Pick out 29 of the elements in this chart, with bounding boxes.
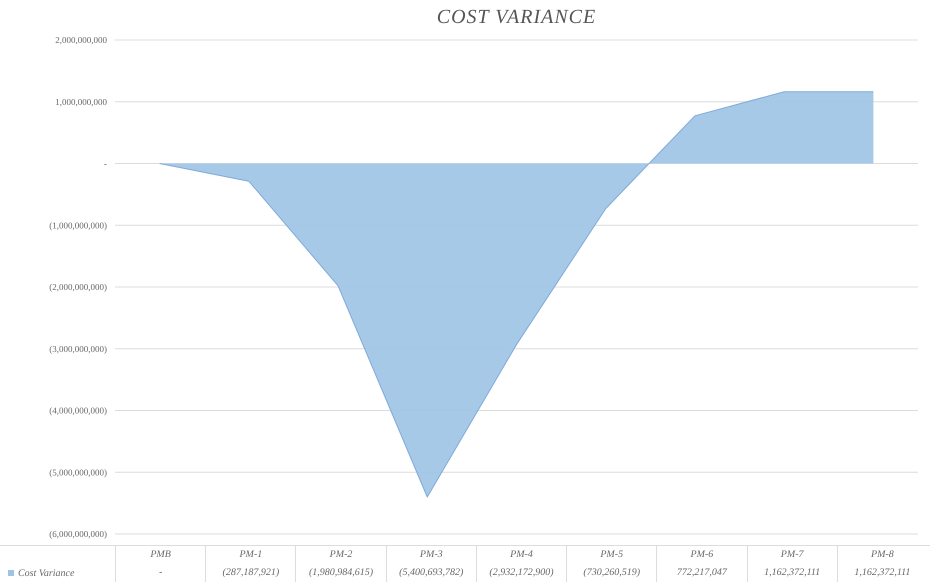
x-tick-label: PM-2 [295,546,386,564]
x-tick-label: PM-8 [836,546,927,564]
chart-title: COST VARIANCE [436,6,598,29]
y-tick-label: 1,000,000,000 [55,96,108,107]
x-tick-label: PM-5 [566,546,656,564]
data-label: - [115,564,206,582]
legend-label: Cost Variance [18,568,74,578]
y-tick-label: (6,000,000,000) [49,529,107,540]
y-tick-label: (1,000,000,000) [49,220,107,230]
y-tick-label: (3,000,000,000) [49,344,107,354]
data-label: 1,162,372,111 [836,564,927,582]
y-tick-label: - [104,158,107,169]
data-label: (2,932,172,900) [476,564,566,582]
x-tick-label: PM-6 [656,546,747,564]
y-tick-label: (4,000,000,000) [49,406,107,416]
x-tick-label: PM-3 [386,546,476,564]
y-tick-label: (2,000,000,000) [49,282,107,292]
y-tick-label: 2,000,000,000 [55,35,108,46]
x-tick-label: PMB [115,546,206,564]
data-label: (1,980,984,615) [295,564,386,582]
data-label: (5,400,693,782) [386,564,476,582]
data-label: (730,260,519) [566,564,656,582]
x-tick-label: PM-7 [746,546,837,564]
data-label: (287,187,921) [205,564,296,582]
x-tick-label: PM-4 [476,546,566,564]
data-label: 772,217,047 [656,564,747,582]
x-tick-label: PM-1 [205,546,296,564]
data-label: 1,162,372,111 [746,564,837,582]
y-tick-label: (5,000,000,000) [49,467,107,478]
